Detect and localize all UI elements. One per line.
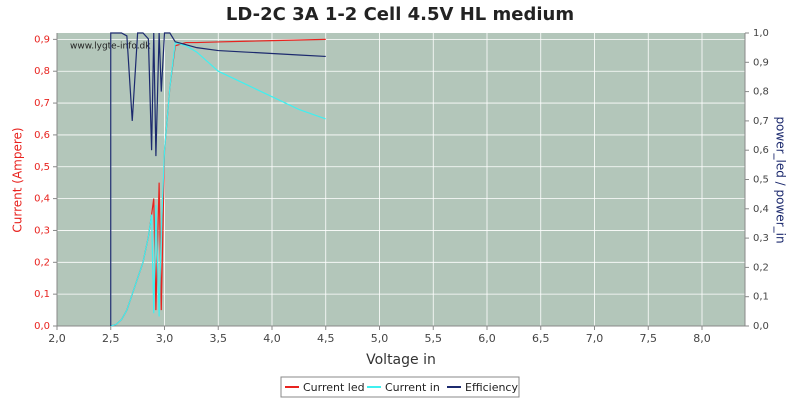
- x-tick-label: 3,0: [156, 332, 174, 345]
- y-tick-label: 0,6: [34, 130, 50, 141]
- y2-tick-label: 1,0: [753, 28, 769, 39]
- y2-tick-label: 0,4: [753, 204, 769, 215]
- x-tick-label: 2,5: [102, 332, 120, 345]
- y-tick-label: 0,1: [34, 289, 50, 300]
- legend-label: Efficiency: [465, 381, 518, 394]
- x-tick-label: 5,0: [371, 332, 389, 345]
- y2-tick-label: 0,8: [753, 87, 769, 98]
- y-tick-label: 0,4: [34, 194, 50, 205]
- x-tick-label: 4,0: [263, 332, 281, 345]
- x-tick-label: 4,5: [317, 332, 335, 345]
- series-line: [110, 41, 326, 327]
- x-tick-label: 2,0: [48, 332, 66, 345]
- y-tick-label: 0,5: [34, 162, 50, 173]
- y2-axis-title: power_led / power_in: [774, 116, 788, 243]
- y-tick-label: 0,7: [34, 98, 50, 109]
- legend-label: Current in: [385, 381, 440, 394]
- y2-tick-label: 0,3: [753, 233, 769, 244]
- y-tick-label: 0,9: [34, 34, 50, 45]
- x-tick-label: 8,0: [693, 332, 711, 345]
- y2-tick-label: 0,6: [753, 145, 769, 156]
- x-tick-label: 5,5: [425, 332, 443, 345]
- y-tick-label: 0,2: [34, 257, 50, 268]
- x-tick-label: 6,0: [478, 332, 496, 345]
- y2-tick-label: 0,7: [753, 116, 769, 127]
- legend-label: Current led: [303, 381, 365, 394]
- legend: [280, 376, 520, 398]
- y-tick-label: 0,3: [34, 225, 50, 236]
- plot-area: [57, 33, 745, 326]
- y-axis-title: Current (Ampere): [11, 127, 25, 232]
- x-tick-label: 7,0: [586, 332, 604, 345]
- y2-tick-label: 0,5: [753, 175, 769, 186]
- y-tick-label: 0,0: [34, 321, 50, 332]
- series-line: [110, 32, 326, 326]
- y2-tick-label: 0,2: [753, 262, 769, 273]
- y2-tick-label: 0,0: [753, 321, 769, 332]
- y2-tick-label: 0,1: [753, 292, 769, 303]
- x-axis-title: Voltage in: [366, 352, 436, 368]
- y-tick-label: 0,8: [34, 66, 50, 77]
- chart-title: LD-2C 3A 1-2 Cell 4.5V HL medium: [226, 4, 574, 25]
- x-tick-label: 3,5: [210, 332, 228, 345]
- x-tick-label: 7,5: [640, 332, 658, 345]
- x-tick-label: 6,5: [532, 332, 550, 345]
- y2-tick-label: 0,9: [753, 57, 769, 68]
